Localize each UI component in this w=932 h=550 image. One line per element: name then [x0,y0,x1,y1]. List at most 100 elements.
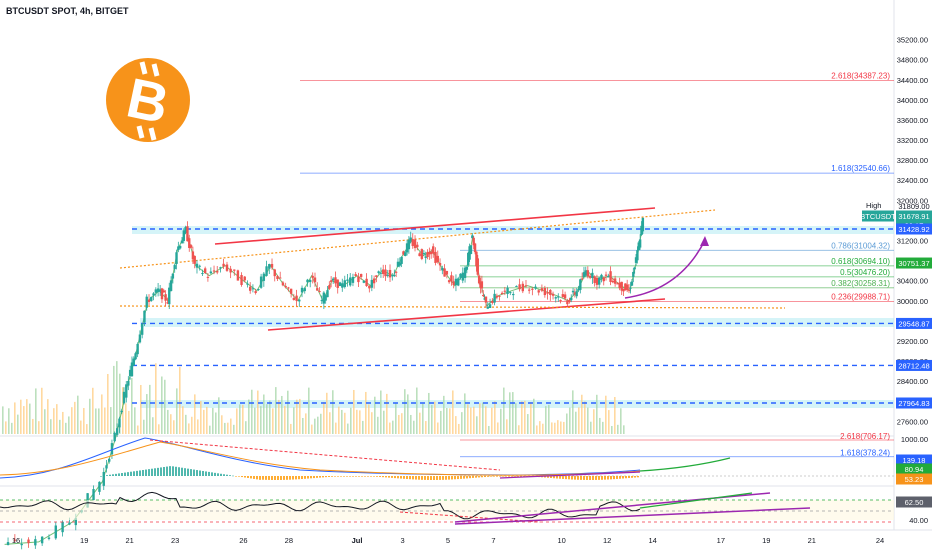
candle-body [638,239,642,248]
volume-bar [134,407,136,434]
candle-body [120,410,123,413]
macd-hist-bar [412,476,414,480]
price-tag-bg [896,257,932,269]
macd-hist-bar [448,476,450,480]
volume-bar [263,394,265,434]
candle-body [115,428,119,435]
candle-body [156,288,160,293]
volume-bar [41,387,43,434]
macd-hist-bar [562,476,564,479]
candle-body [195,263,199,268]
candle-body [482,295,485,297]
macd-hist-bar [445,476,447,480]
candle-body [443,268,446,277]
volume-bar [614,397,616,434]
macd-hist-bar [217,473,219,476]
volume-bar [242,404,244,434]
macd-hist-bar [349,476,351,477]
candle-body [588,275,592,278]
candle-body [561,294,565,297]
price-tag-label: 80.94 [905,465,924,474]
candle-body [438,262,442,266]
candle-body [128,369,132,377]
macd-hist-bar [436,476,438,480]
x-tick-label: 23 [171,536,179,545]
macd-hist-bar [469,476,471,479]
candle-body [158,289,162,292]
candle-body [357,276,360,283]
candle-body [254,291,257,294]
x-tick-label: 28 [285,536,293,545]
volume-bar [440,410,442,434]
candle-body [186,226,189,242]
macd-hist-bar [343,476,345,477]
macd-hist-bar [610,476,612,480]
price-path [4,220,644,545]
channel-upper-line[interactable] [214,207,656,245]
macd-hist-bar [268,476,270,480]
macd-hist-bar [601,476,603,480]
candle-body [473,243,477,253]
candle-body [454,278,458,286]
candle-body [484,296,488,303]
candle-body [164,294,167,301]
volume-bar [290,423,292,434]
volume-bar [86,424,88,434]
time-axis-ticks[interactable]: 16 19 21 23 26 28 Jul 3 5 7 10 12 14 17 19 21 24 [12,536,884,545]
volume-bar [431,404,433,434]
volume-bar [392,420,394,434]
macd-hist-bar [415,476,417,480]
volume-bar [596,394,598,434]
volume-bar [617,424,619,434]
y-tick-label: 30400.00 [897,277,928,286]
volume-bar [602,421,604,434]
candle-body [409,237,412,242]
candle-body [243,276,246,281]
volume-bar [380,390,382,434]
macd-hist-bar [124,472,126,476]
x-tick-label: 21 [808,536,816,545]
candle-body [384,269,387,277]
macd-hist-bar [406,476,408,480]
volume-bar [485,406,487,434]
candle-body [331,278,335,281]
macd-hist-bar [418,476,420,480]
macd-hist-bar [574,476,576,480]
volume-bar [224,422,226,434]
macd-hist-bar [508,476,510,477]
macd-hist-bar [565,476,567,480]
volume-bar [20,399,22,434]
candle-body [336,279,339,288]
volume-bar [587,407,589,434]
candle-body [445,270,449,275]
volume-bar [572,390,574,434]
macd-hist-bar [466,476,468,479]
channel-lower-line[interactable] [267,298,666,331]
candle-body [422,253,426,255]
macd-hist-bar [370,476,372,477]
candle-body [543,287,547,296]
candle-body [491,301,494,303]
candle-body [259,276,263,288]
candle-body [586,270,590,277]
macd-hist-bar [100,476,102,477]
candle-body [450,275,453,282]
volume-bar [353,389,355,434]
candle-body [407,239,411,250]
macd-hist-bar [439,476,441,480]
macd-hist-bar [568,476,570,480]
volume-bar [362,420,364,434]
macd-hist-bar [616,476,618,479]
volume-bar [467,404,469,434]
candle-body [184,227,187,234]
candle-body [568,300,571,303]
candle-body [236,270,240,281]
macd-tick-label: 1000.00 [901,435,928,444]
volume-bar [344,412,346,434]
candle-body [500,292,504,295]
trend-dotted-upper [119,209,716,269]
candle-body [92,489,95,501]
price-tag-label: 27964.83 [898,399,929,408]
macd-hist-bar [394,476,396,479]
